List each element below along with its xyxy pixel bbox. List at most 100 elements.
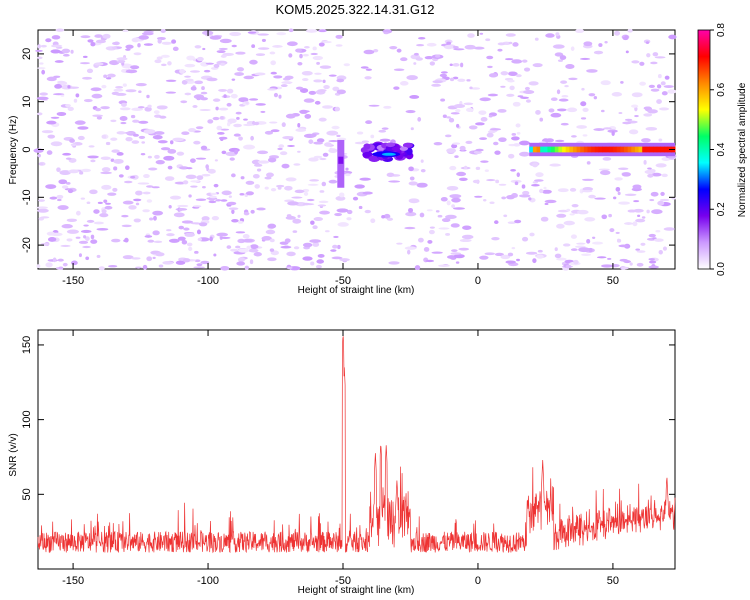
spectrogram-speckle [646,209,650,214]
spectrogram-speckle [524,86,530,91]
spectrogram-speckle [133,52,142,56]
spectrogram-speckle [446,185,459,191]
spectrogram-speckle [339,258,350,262]
spectrogram-speckle [79,62,91,65]
spectrogram-speckle [122,200,134,205]
spectrogram-speckle [96,116,102,120]
spectrogram-speckle [381,214,386,219]
spectrogram-speckle [562,243,571,247]
spectrogram-speckle [221,150,227,155]
spectrogram-carrier-segment [594,146,599,153]
spectrogram-speckle [462,225,472,230]
spectrogram-speckle [441,218,451,223]
spectrogram-speckle [489,128,502,131]
spectrogram-speckle [466,79,471,82]
spectrogram-speckle [242,238,253,243]
spectrogram-speckle [92,114,103,118]
spectrogram-speckle [556,89,561,95]
spectrogram-speckle [556,223,565,229]
spectrogram-speckle [146,94,150,99]
spectrogram-speckle [578,247,590,253]
spectrogram-speckle [116,131,126,135]
spectrogram-speckle [269,51,276,55]
spectrogram-speckle [631,60,640,64]
spectrogram-speckle [446,116,451,119]
spectrogram-carrier-segment [605,146,610,153]
spectrogram-speckle [245,100,249,105]
spectrogram-speckle [131,257,141,260]
spectrogram-y-tick-label: 0 [21,146,33,152]
spectrogram-speckle [146,199,153,203]
spectrogram-x-tick-label: 50 [607,275,619,287]
spectrogram-speckle [368,104,380,107]
spectrogram-speckle [317,89,327,92]
spectrogram-speckle [568,77,578,81]
spectrogram-speckle [405,211,417,217]
spectrogram-speckle [88,145,95,148]
spectrogram-speckle [163,155,175,161]
spectrogram-speckle [80,197,86,200]
spectrogram-speckle [570,46,575,51]
spectrogram-speckle [206,77,218,82]
spectrogram-speckle [243,211,250,216]
spectrogram-speckle [110,137,118,141]
spectrogram-speckle [293,163,301,166]
spectrogram-speckle [389,45,398,50]
spectrogram-speckle [61,48,71,54]
spectrogram-speckle [167,148,177,154]
spectrogram-speckle [600,80,611,86]
spectrogram-speckle [583,41,593,47]
spectrogram-speckle [452,207,465,210]
spectrogram-speckle [291,196,303,199]
spectrogram-speckle [264,176,272,180]
spectrogram-speckle [46,120,57,125]
spectrogram-speckle [519,151,530,157]
spectrogram-speckle [440,71,448,74]
spectrogram-speckle [221,190,232,196]
spectrogram-speckle [565,264,572,269]
spectrogram-speckle [157,38,162,44]
spectrogram-speckle [484,252,496,256]
spectrogram-speckle [46,150,53,155]
spectrogram-speckle [59,170,71,176]
spectrogram-speckle [245,191,254,196]
spectrogram-speckle [249,244,259,250]
spectrogram-speckle [186,55,195,61]
spectrogram-speckle [237,248,250,253]
spectrogram-speckle [216,232,229,237]
spectrogram-carrier-segment [664,146,669,153]
spectrogram-speckle [100,171,112,175]
spectrogram-speckle [331,125,340,130]
spectrogram-speckle [600,170,611,176]
spectrogram-speckle [284,185,293,191]
spectrogram-speckle [190,185,198,188]
spectrogram-speckle [68,86,80,89]
spectrogram-speckle [331,256,343,260]
spectrogram-speckle [294,189,305,194]
spectrogram-speckle [625,50,629,54]
spectrogram-speckle [511,136,520,141]
spectrogram-speckle [131,107,144,112]
spectrogram-speckle [322,79,326,84]
spectrogram-speckle [235,111,242,115]
spectrogram-carrier-segment [645,146,650,153]
spectrogram-speckle [254,72,266,76]
spectrogram-speckle [77,135,85,141]
spectrogram-marks [33,28,677,271]
spectrogram-speckle [270,129,280,133]
spectrogram-speckle [249,98,259,101]
spectrogram-speckle [555,32,560,37]
spectrogram-speckle [511,247,516,250]
spectrogram-speckle [219,236,231,239]
spectrogram-speckle [600,109,605,113]
spectrogram-speckle [346,217,352,221]
spectrogram-speckle [130,175,136,179]
spectrogram-speckle [544,202,549,206]
spectrogram-speckle [335,34,343,39]
spectrogram-speckle [143,43,154,46]
spectrogram-speckle [94,62,104,66]
spectrogram-speckle [635,218,646,223]
spectrogram-speckle [318,117,327,122]
spectrogram-speckle [431,83,441,87]
spectrogram-speckle [420,169,426,173]
